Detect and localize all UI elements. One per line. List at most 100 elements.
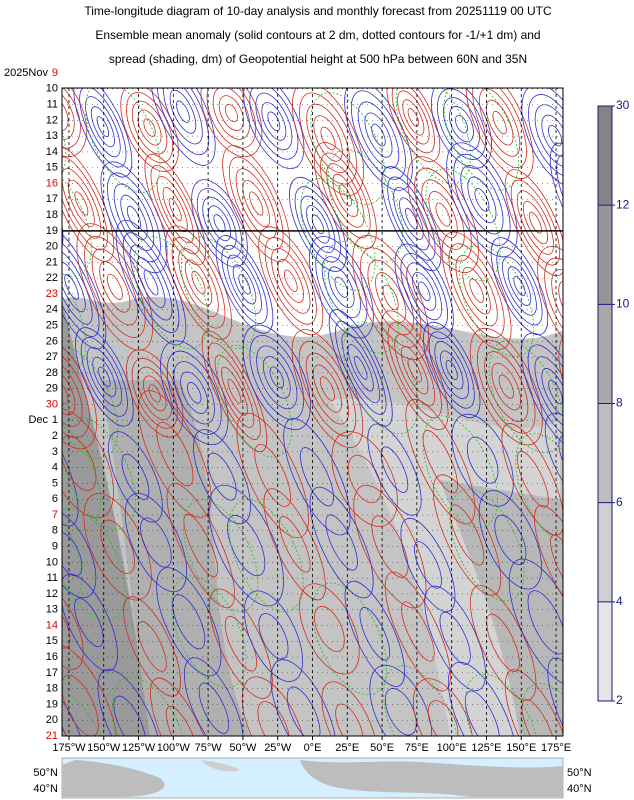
contour [299,92,357,185]
contour [625,354,634,402]
contour [209,588,273,699]
y-tick-label: 3 [52,446,58,458]
contour [198,682,230,734]
contour [1,106,16,126]
contour [516,451,549,508]
contour [243,88,305,170]
contour [484,351,529,423]
contour [221,244,268,324]
contour [491,362,522,411]
contour [448,243,505,338]
y-tick-label: 9 [52,540,58,552]
contour [183,514,219,578]
contour [400,517,456,612]
y-tick-label: 13 [46,130,58,142]
contour [446,142,518,258]
y-tick-label: 11 [47,98,58,110]
y-tick-label: 6 [52,493,58,505]
contour [516,190,555,255]
contour [163,88,203,145]
contour [165,225,232,340]
contour [449,504,485,566]
y-tick-label: 10 [46,556,58,568]
contour [394,334,436,407]
contour [328,266,355,308]
contour [451,413,514,507]
contour [510,179,561,266]
contour [367,259,414,336]
contour [574,187,592,213]
contour [227,254,262,315]
x-tick-label: 100°E [437,742,467,754]
y-tick-label: 19 [46,698,58,710]
contour [208,342,261,440]
contour [312,364,342,413]
contour [556,154,563,247]
contour [306,103,350,174]
contour [564,347,625,427]
x-tick-label: 75°W [195,742,223,754]
contour [256,345,298,410]
contour [479,88,521,157]
contour [338,184,352,207]
contour [242,324,311,431]
contour [270,659,337,736]
contour [544,257,563,351]
contour [498,374,514,399]
y-tick-label: 15 [46,635,58,647]
contour [469,278,484,303]
contour [435,202,451,227]
anomaly-contours [0,66,634,777]
y-tick-label: 20 [46,714,58,726]
contour [62,510,97,599]
contour [501,423,563,536]
contour [469,327,543,446]
contour [441,231,512,350]
contour [445,360,458,380]
contour [62,400,79,527]
contour [611,437,634,503]
contour [305,352,350,425]
map-label: 50°N [567,767,592,779]
contour [422,415,498,528]
contour [453,153,511,246]
contour [428,191,458,239]
contour [168,198,182,222]
y-tick-label: 4 [52,462,58,474]
contour [407,357,422,383]
contour [367,423,422,516]
contour [422,430,458,494]
contour [156,567,222,677]
contour [440,350,464,390]
contour [0,76,39,156]
map-label: 40°N [33,783,58,795]
contour [136,257,166,308]
contour [0,685,12,738]
contour [527,344,563,440]
contour [299,447,334,507]
contour [492,110,507,135]
contour [207,452,237,501]
contour [62,408,115,519]
contour [393,186,430,251]
contour [291,329,364,449]
colorbar-band [598,502,612,602]
contour [472,88,527,168]
contour [331,431,398,527]
contour [283,269,298,293]
contour [343,321,419,435]
colorbar-label: 30 [616,98,630,112]
contour [558,435,563,482]
x-tick-label: 125°W [122,742,156,754]
contour [0,66,47,166]
contour [278,516,311,573]
colorbar-band [598,403,612,503]
contour [159,340,229,446]
contour [100,519,135,574]
contour [243,590,303,682]
contour [271,248,311,314]
contour [628,642,634,777]
contour [327,149,403,262]
contour [565,174,601,226]
colorbar-label: 6 [616,495,623,509]
